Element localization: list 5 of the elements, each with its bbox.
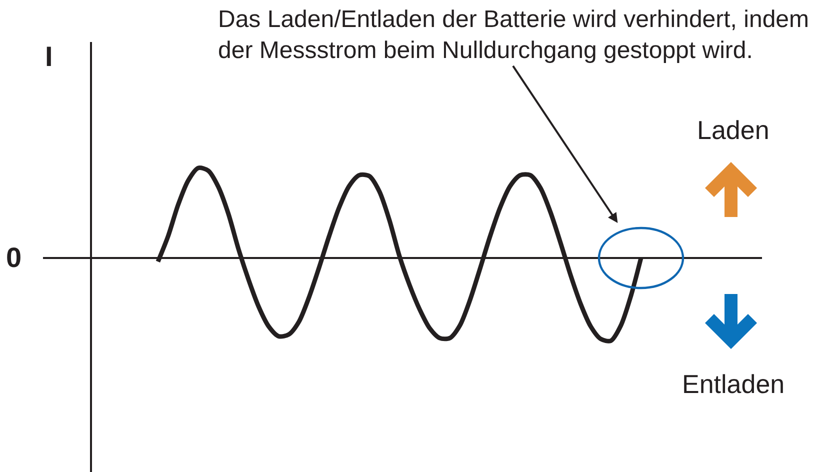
ref-line-label: 0 — [6, 242, 22, 273]
y-axis-title: I — [45, 41, 53, 72]
text: Entladen — [682, 369, 785, 399]
text: Das Laden/Entladen der Batterie wird verhindert, indem der Messstrom beim Nulldurchgang gestoppt wird. — [218, 6, 809, 64]
text: Laden — [697, 115, 770, 145]
